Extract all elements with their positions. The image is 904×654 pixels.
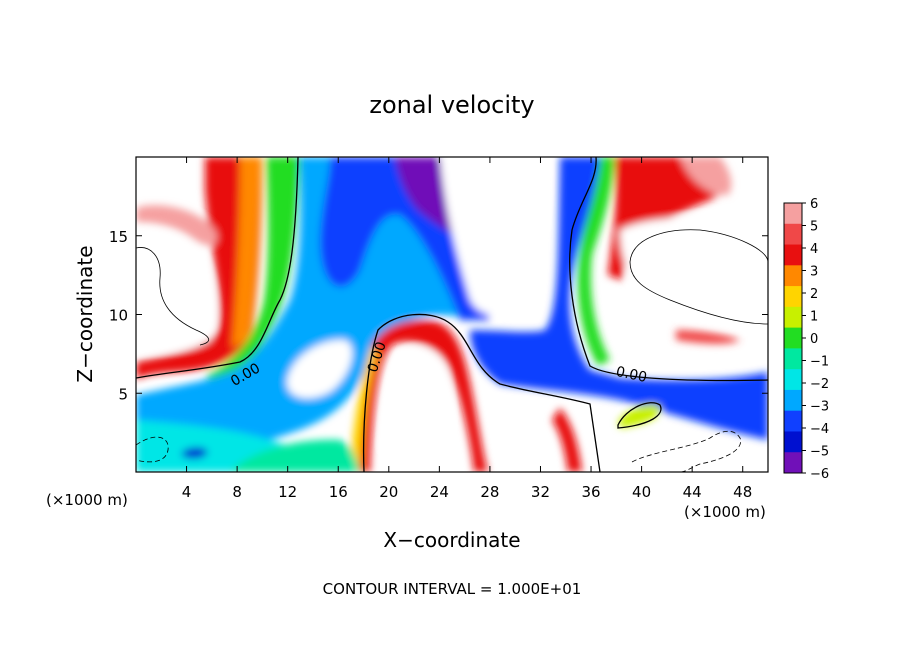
colorbar-cell-0 [784, 203, 802, 225]
contour-label-right: 0.00 [614, 364, 648, 386]
x-axis-ticks: 4 8 12 16 20 24 28 32 36 40 44 48 [182, 157, 752, 501]
x-tick-label-3: 16 [329, 483, 348, 501]
x-tick-label-1: 8 [232, 483, 242, 501]
band-left-spot [182, 447, 208, 459]
colorbar-cell-10 [784, 410, 802, 432]
band-center-blue [136, 157, 490, 453]
band-left-orange [232, 157, 262, 348]
x-tick-label-4: 20 [379, 483, 398, 501]
colorbar-cell-12 [784, 452, 802, 474]
colorbar-label-6: 0 [810, 332, 818, 347]
colorbar-cell-4 [784, 286, 802, 308]
band-right-warm [608, 157, 720, 280]
colorbar-cell-1 [784, 223, 802, 246]
colorbar-label-12: −6 [810, 467, 829, 482]
colorbar: 6 5 4 3 2 1 0 −1 −2 −3 −4 −5 −6 [783, 197, 829, 482]
x-unit-label-right: (×1000 m) [684, 503, 766, 521]
colorbar-label-7: −1 [810, 355, 829, 370]
contour-lines [136, 157, 768, 472]
colorbar-cell-3 [784, 265, 802, 287]
chart-title: zonal velocity [369, 91, 534, 119]
contour-positive-upper-right [629, 229, 768, 325]
colorbar-label-0: 6 [810, 197, 818, 212]
colorbar-label-1: 5 [810, 220, 818, 235]
x-axis-label: X−coordinate [383, 528, 520, 552]
band-lower-center-warm [552, 408, 582, 472]
colorbar-cell-11 [784, 431, 802, 453]
band-left-green [205, 157, 300, 385]
colorbar-cell-9 [784, 389, 802, 412]
band-right-blue [470, 157, 768, 440]
colorbar-label-4: 2 [810, 287, 818, 302]
x-tick-label-5: 24 [430, 483, 449, 501]
plot-area: 0.00 0.00 0.00 4 8 12 16 20 24 28 32 36 40 44 48 51… [109, 156, 769, 501]
hole-top-center [440, 157, 546, 315]
colorbar-label-2: 4 [810, 242, 818, 257]
band-pink-topright [680, 157, 732, 195]
contour-zero-right [569, 157, 768, 382]
colorbar-label-5: 1 [810, 310, 818, 325]
hole-arch-center [384, 347, 450, 448]
hole-top-right [620, 217, 768, 329]
colorbar-label-11: −5 [810, 445, 829, 460]
contour-positive-upper-left [136, 247, 209, 346]
x-tick-label-7: 32 [531, 483, 550, 501]
hole-left-oval [286, 339, 353, 399]
heatmap-field [136, 157, 768, 472]
contour-zero-middle [362, 313, 601, 472]
x-unit-label-left: (×1000 m) [46, 491, 128, 509]
x-tick-label-8: 36 [581, 483, 600, 501]
colorbar-cells [784, 203, 802, 474]
contour-negative-lower-right [631, 430, 742, 472]
x-tick-label-2: 12 [278, 483, 297, 501]
colorbar-cell-8 [784, 369, 802, 391]
colorbar-cell-6 [784, 327, 802, 349]
colorbar-label-10: −4 [810, 422, 829, 437]
y-tick-label-2: 15 [109, 228, 128, 246]
x-tick-label-11: 48 [733, 483, 752, 501]
y-axis-ticks: 5 10 15 [109, 228, 768, 403]
band-arch-yellow [350, 345, 378, 472]
band-left-warm-column [136, 157, 262, 380]
band-pink-topleft [136, 205, 218, 246]
x-tick-label-0: 4 [182, 483, 192, 501]
x-tick-label-10: 44 [683, 483, 702, 501]
colorbar-cell-2 [784, 244, 802, 266]
hole-top-left [136, 228, 216, 352]
colorbar-cell-7 [784, 348, 802, 370]
colorbar-labels: 6 5 4 3 2 1 0 −1 −2 −3 −4 −5 −6 [802, 197, 829, 482]
x-tick-label-6: 28 [480, 483, 499, 501]
colorbar-label-3: 3 [810, 265, 818, 280]
contour-negative-lower-left [136, 436, 169, 463]
band-lower-green [230, 439, 360, 472]
x-tick-label-9: 40 [632, 483, 651, 501]
y-tick-label-0: 5 [118, 385, 128, 403]
contour-zero-left [136, 157, 299, 379]
band-right-lower-green [618, 403, 661, 428]
band-pink-right [676, 330, 740, 344]
heatmap-bands [136, 157, 768, 472]
band-right-green [577, 157, 615, 366]
y-tick-label-1: 10 [109, 307, 128, 325]
contour-interval-footer: CONTOUR INTERVAL = 1.000E+01 [323, 580, 582, 598]
colorbar-label-9: −3 [810, 400, 829, 415]
contour-zero-blob [617, 402, 662, 429]
band-arch-warm [350, 319, 488, 472]
y-axis-label: Z−coordinate [73, 245, 97, 382]
colorbar-label-8: −2 [810, 377, 829, 392]
colorbar-cell-5 [784, 306, 802, 329]
